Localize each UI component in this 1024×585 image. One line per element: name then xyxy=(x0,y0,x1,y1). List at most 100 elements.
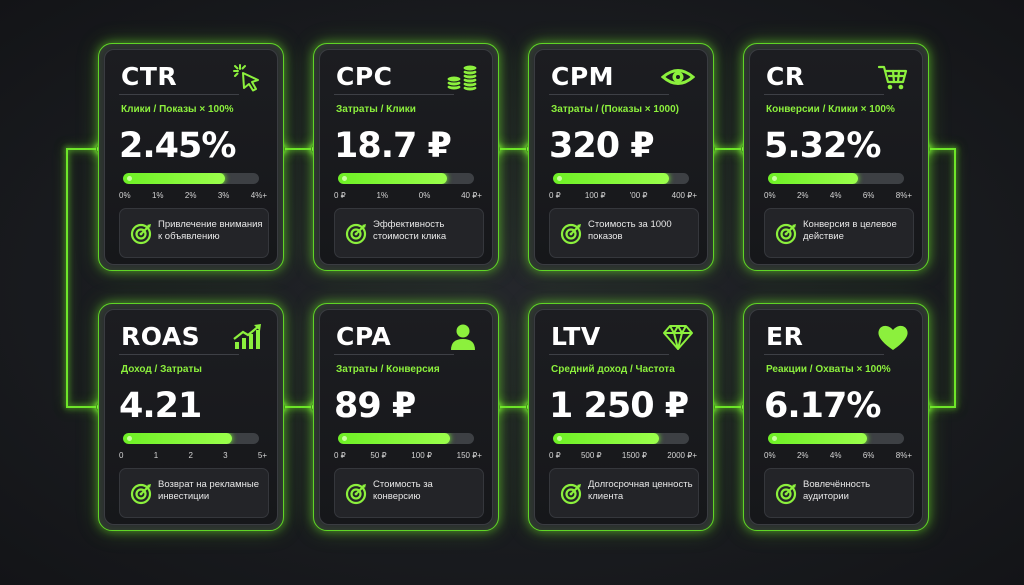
tick-label: 0 ₽ xyxy=(549,451,561,460)
metric-description: Возврат на рекламные инвестиции xyxy=(158,479,259,502)
metric-title: CTR xyxy=(121,62,178,91)
tick-label: 2 xyxy=(188,451,193,460)
target-icon xyxy=(345,483,367,505)
progress-scale: 0 ₽ 1% 0% 40 ₽+ xyxy=(334,191,482,200)
connector-top-1 xyxy=(280,148,316,150)
tick-label: 50 ₽ xyxy=(370,451,387,460)
tick-label: 0 xyxy=(119,451,124,460)
metric-formula: Конверсии / Клики × 100% xyxy=(766,104,895,115)
connector-right-top xyxy=(920,148,956,150)
progress-fill xyxy=(553,433,660,444)
tick-label: 0 ₽ xyxy=(334,191,346,200)
card-panel: CPM Затраты / (Показы × 1000) 320 ₽ 0 ₽ 1… xyxy=(534,49,708,265)
progress-bar xyxy=(338,173,474,184)
connector-bottom-3 xyxy=(710,406,746,408)
tick-label: 4% xyxy=(829,191,842,200)
tick-label: 1% xyxy=(151,191,164,200)
progress-scale: 0 ₽ 500 ₽ 1500 ₽ 2000 ₽+ xyxy=(549,451,697,460)
connector-right-bottom xyxy=(920,406,956,408)
progress-dot xyxy=(127,436,132,441)
connector-bottom-2 xyxy=(495,406,531,408)
progress-bar xyxy=(768,433,904,444)
metric-title: CPC xyxy=(336,62,393,91)
description-box: Стоимость за конверсию xyxy=(334,468,484,518)
tick-label: 3 xyxy=(223,451,228,460)
tick-label: 150 ₽+ xyxy=(456,451,482,460)
description-box: Эффективность стоимости клика xyxy=(334,208,484,258)
tick-label: 40 ₽+ xyxy=(461,191,482,200)
metric-description: Вовлечённость аудитории xyxy=(803,479,871,502)
tick-label: 3% xyxy=(217,191,230,200)
metric-title: CPA xyxy=(336,322,392,351)
connector-top-3 xyxy=(710,148,746,150)
tick-label: 0% xyxy=(119,191,131,200)
metric-description: Стоимость за 1000 показов xyxy=(588,219,672,242)
target-icon xyxy=(130,223,152,245)
metric-formula: Клики / Показы × 100% xyxy=(121,104,234,115)
metric-title: CR xyxy=(766,62,805,91)
progress-scale: 0 ₽ 100 ₽ '00 ₽ 400 ₽+ xyxy=(549,191,697,200)
eye-icon xyxy=(660,62,696,92)
target-icon xyxy=(775,483,797,505)
tick-label: 2% xyxy=(796,191,809,200)
progress-scale: 0% 2% 4% 6% 8%+ xyxy=(764,191,912,200)
metric-card-ltv: LTV Средний доход / Частота 1 250 ₽ 0 ₽ 5… xyxy=(528,303,714,531)
title-divider xyxy=(334,94,454,95)
tick-label: 0 ₽ xyxy=(549,191,561,200)
metric-value: 89 ₽ xyxy=(334,386,416,426)
progress-fill xyxy=(553,173,669,184)
progress-dot xyxy=(557,176,562,181)
tick-label: 1% xyxy=(376,191,389,200)
card-panel: CTR Клики / Показы × 100% 2.45% 0% 1% 2% 3%… xyxy=(104,49,278,265)
description-box: Привлечение внимания к объявлению xyxy=(119,208,269,258)
progress-scale: 0 ₽ 50 ₽ 100 ₽ 150 ₽+ xyxy=(334,451,482,460)
tick-label: 100 ₽ xyxy=(584,191,606,200)
connector-bottom-1 xyxy=(280,406,316,408)
metric-title: CPM xyxy=(551,62,615,91)
metric-title: ROAS xyxy=(121,322,201,351)
metric-card-cpa: CPA Затраты / Конверсия 89 ₽ 0 ₽ 50 ₽ 100 … xyxy=(313,303,499,531)
progress-scale: 0% 2% 4% 6% 8%+ xyxy=(764,451,912,460)
tick-label: 8%+ xyxy=(895,451,912,460)
heart-icon xyxy=(876,322,910,352)
title-divider xyxy=(119,354,239,355)
description-box: Долгосрочная ценность клиента xyxy=(549,468,699,518)
metric-value: 2.45% xyxy=(119,126,236,166)
progress-fill xyxy=(338,433,450,444)
cart-icon xyxy=(876,62,910,92)
tick-label: 500 ₽ xyxy=(580,451,602,460)
tick-label: 4%+ xyxy=(250,191,267,200)
connector-top-2 xyxy=(495,148,531,150)
card-panel: CPA Затраты / Конверсия 89 ₽ 0 ₽ 50 ₽ 100 … xyxy=(319,309,493,525)
metric-value: 4.21 xyxy=(119,386,202,426)
metric-value: 320 ₽ xyxy=(549,126,655,166)
tick-label: 0% xyxy=(418,191,431,200)
metric-value: 1 250 ₽ xyxy=(549,386,689,426)
metric-card-ctr: CTR Клики / Показы × 100% 2.45% 0% 1% 2% 3%… xyxy=(98,43,284,271)
metric-value: 6.17% xyxy=(764,386,881,426)
tick-label: 100 ₽ xyxy=(411,451,432,460)
metric-description: Конверсия в целевое действие xyxy=(803,219,897,242)
metric-value: 5.32% xyxy=(764,126,881,166)
title-divider xyxy=(119,94,239,95)
progress-dot xyxy=(772,176,777,181)
user-icon xyxy=(446,322,480,352)
target-icon xyxy=(130,483,152,505)
progress-dot xyxy=(342,176,347,181)
connector-left xyxy=(66,148,68,406)
tick-label: 4% xyxy=(829,451,842,460)
connector-left-bottom xyxy=(66,406,102,408)
metric-description: Привлечение внимания к объявлению xyxy=(158,219,263,242)
metric-formula: Доход / Затраты xyxy=(121,364,202,375)
title-divider xyxy=(334,354,454,355)
card-panel: ER Реакции / Охваты × 100% 6.17% 0% 2% 4% 6… xyxy=(749,309,923,525)
connector-left-top xyxy=(66,148,102,150)
progress-dot xyxy=(127,176,132,181)
metric-card-cr: CR Конверсии / Клики × 100% 5.32% 0% 2% 4%… xyxy=(743,43,929,271)
diamond-icon xyxy=(661,322,695,352)
progress-dot xyxy=(557,436,562,441)
description-box: Конверсия в целевое действие xyxy=(764,208,914,258)
progress-fill xyxy=(338,173,447,184)
metric-formula: Реакции / Охваты × 100% xyxy=(766,364,891,375)
